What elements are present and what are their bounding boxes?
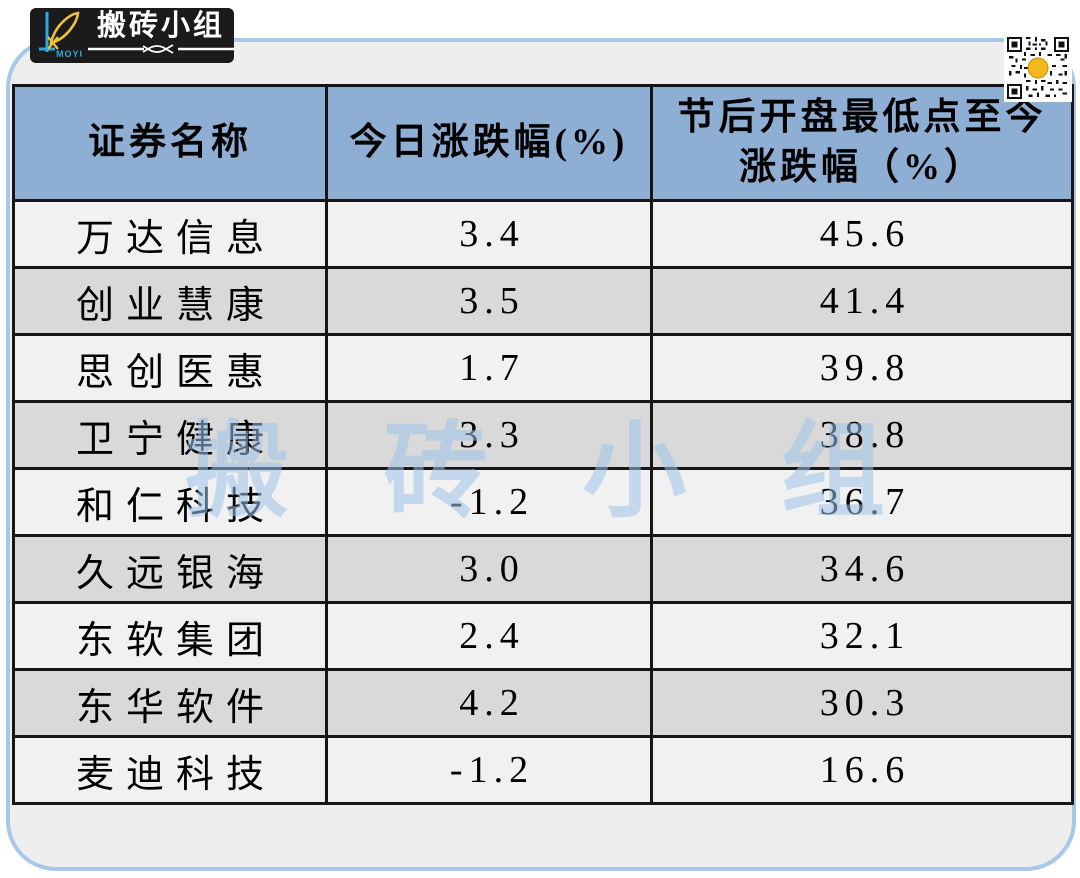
header-today-change: 今日涨跌幅(%) <box>325 84 653 202</box>
fish-axis-icon: MOYU <box>36 9 86 63</box>
cell-today-change: 2.4 <box>325 601 653 671</box>
cell-security-name: 东华软件 <box>12 668 328 738</box>
cell-today-change: 4.2 <box>325 668 653 738</box>
fish-divider-icon <box>86 42 236 60</box>
cell-security-name: 久远银海 <box>12 534 328 604</box>
header-security-name: 证券名称 <box>12 84 328 202</box>
stock-table: 证券名称 今日涨跌幅(%) 节后开盘最低点至今 涨跌幅（%） 万达信息 3.4 … <box>12 84 1074 805</box>
table-row: 麦迪科技 -1.2 16.6 <box>12 735 1074 805</box>
cell-today-change: -1.2 <box>325 467 653 537</box>
table-row: 东华软件 4.2 30.3 <box>12 668 1074 738</box>
cell-since-open-low-change: 41.4 <box>650 266 1074 336</box>
cell-today-change: 3.4 <box>325 199 653 269</box>
header-since-open-low-line1: 节后开盘最低点至今 <box>677 97 1047 139</box>
cell-security-name: 创业慧康 <box>12 266 328 336</box>
cell-since-open-low-change: 38.8 <box>650 400 1074 470</box>
table-row: 创业慧康 3.5 41.4 <box>12 266 1074 336</box>
cell-since-open-low-change: 16.6 <box>650 735 1074 805</box>
cell-today-change: 3.0 <box>325 534 653 604</box>
table-row: 和仁科技 -1.2 36.7 <box>12 467 1074 537</box>
cell-security-name: 东软集团 <box>12 601 328 671</box>
cell-security-name: 和仁科技 <box>12 467 328 537</box>
cell-security-name: 麦迪科技 <box>12 735 328 805</box>
table-row: 思创医惠 1.7 39.8 <box>12 333 1074 403</box>
cell-since-open-low-change: 36.7 <box>650 467 1074 537</box>
svg-text:MOYU: MOYU <box>56 49 82 58</box>
cell-today-change: -1.2 <box>325 735 653 805</box>
brand-logo: MOYU 搬砖小组 <box>30 8 234 63</box>
brand-name: 搬砖小组 <box>96 10 225 43</box>
cell-today-change: 3.3 <box>325 400 653 470</box>
cell-since-open-low-change: 45.6 <box>650 199 1074 269</box>
header-since-open-low-line2: 涨跌幅（%） <box>739 147 985 188</box>
qr-code <box>1004 34 1072 102</box>
table-body: 万达信息 3.4 45.6 创业慧康 3.5 41.4 思创医惠 1.7 39.… <box>12 199 1074 805</box>
table-row: 万达信息 3.4 45.6 <box>12 199 1074 269</box>
cell-since-open-low-change: 32.1 <box>650 601 1074 671</box>
cell-security-name: 万达信息 <box>12 199 328 269</box>
cell-since-open-low-change: 34.6 <box>650 534 1074 604</box>
table-row: 卫宁健康 3.3 38.8 <box>12 400 1074 470</box>
cell-security-name: 思创医惠 <box>12 333 328 403</box>
cell-today-change: 1.7 <box>325 333 653 403</box>
table-header: 证券名称 今日涨跌幅(%) 节后开盘最低点至今 涨跌幅（%） <box>12 84 1074 202</box>
header-row: 证券名称 今日涨跌幅(%) 节后开盘最低点至今 涨跌幅（%） <box>12 84 1074 202</box>
cell-today-change: 3.5 <box>325 266 653 336</box>
cell-since-open-low-change: 39.8 <box>650 333 1074 403</box>
cell-security-name: 卫宁健康 <box>12 400 328 470</box>
cell-since-open-low-change: 30.3 <box>650 668 1074 738</box>
table-row: 东软集团 2.4 32.1 <box>12 601 1074 671</box>
header-since-open-low: 节后开盘最低点至今 涨跌幅（%） <box>650 84 1074 202</box>
table-row: 久远银海 3.0 34.6 <box>12 534 1074 604</box>
